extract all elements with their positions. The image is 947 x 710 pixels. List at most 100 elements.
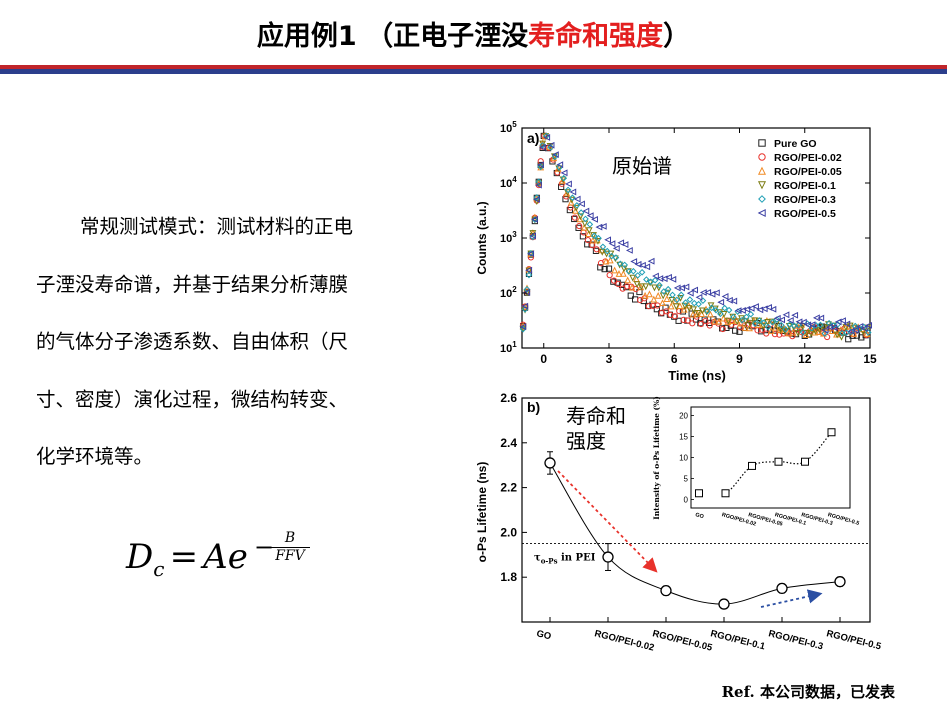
data-point (585, 227, 593, 235)
data-point (605, 265, 613, 272)
data-point (698, 310, 706, 317)
data-point (691, 286, 699, 294)
inset-y-tick-label: 15 (679, 432, 688, 441)
inset-y-tick-label: 5 (684, 475, 689, 484)
x-tick-label: 12 (798, 352, 812, 366)
data-point (697, 320, 705, 328)
reference-note: Ref. 本公司数据，已发表 (722, 681, 895, 702)
data-point (590, 232, 598, 240)
data-point (717, 310, 724, 318)
data-point (686, 296, 694, 303)
data-point (633, 281, 641, 289)
data-point (771, 331, 779, 338)
data-point (602, 257, 610, 265)
data-point (672, 303, 680, 311)
data-point (853, 332, 861, 339)
x-tick-label: GO (535, 628, 552, 642)
data-point (820, 324, 828, 332)
data-point (650, 302, 657, 310)
data-point (556, 161, 564, 169)
formula-fraction: B FFV (270, 530, 310, 565)
formula-frac-num: B (270, 530, 310, 548)
data-point (589, 236, 597, 244)
legend-label: RGO/PEI-0.1 (774, 180, 836, 192)
data-point (686, 289, 694, 297)
inset-data-point (721, 489, 730, 498)
data-point (619, 269, 627, 277)
data-point (660, 288, 668, 295)
inset-y-tick-label: 20 (679, 411, 688, 420)
y-tick-label: 1.8 (500, 570, 517, 584)
data-point (671, 313, 679, 320)
data-point (617, 239, 625, 247)
x-tick-label: 3 (606, 352, 613, 366)
inset-data-point (827, 428, 836, 437)
data-point (797, 328, 805, 335)
data-point (603, 247, 611, 255)
data-point (572, 206, 579, 214)
data-point (834, 318, 842, 326)
legend-marker (757, 208, 766, 218)
data-point (794, 329, 802, 337)
y-tick-label: 2.0 (500, 525, 517, 539)
data-point (638, 268, 646, 276)
data-point (560, 169, 568, 177)
annotation: 原始谱 (612, 154, 672, 178)
data-point (533, 194, 541, 201)
legend-label: RGO/PEI-0.3 (774, 194, 836, 206)
data-point (737, 324, 744, 331)
data-point (806, 325, 814, 333)
body-line: 的气体分子渗透系数、自由体积（尺 (36, 330, 349, 353)
data-point (698, 307, 706, 315)
data-point (786, 316, 794, 324)
data-point (643, 263, 651, 271)
data-point (782, 326, 789, 333)
data-point (647, 278, 655, 286)
data-point (708, 304, 715, 312)
data-point (751, 320, 759, 327)
data-point (525, 271, 533, 279)
reference-text: 本公司数据，已发表 (759, 683, 895, 701)
data-point (736, 328, 743, 335)
data-point (560, 174, 568, 182)
data-point (746, 319, 754, 327)
data-point (786, 321, 794, 328)
data-series (519, 132, 870, 341)
data-point (785, 329, 793, 337)
data-point (765, 303, 772, 311)
data-point (558, 180, 565, 187)
data-point (536, 161, 544, 169)
data-point (586, 212, 594, 220)
data-point (597, 264, 604, 271)
data-point (699, 297, 707, 304)
y-axis-label: Counts (a.u.) (475, 201, 489, 274)
data-point (554, 164, 562, 172)
data-point (641, 291, 649, 299)
x-tick-label: RGO/PEI-0.5 (825, 628, 883, 652)
data-point (625, 268, 633, 275)
data-point (630, 258, 638, 265)
data-point (845, 336, 852, 343)
data-point (856, 322, 864, 330)
data-point (628, 283, 636, 291)
data-series (519, 133, 872, 341)
data-point (604, 236, 612, 244)
inset-data-point (801, 457, 809, 466)
data-point (799, 328, 807, 336)
data-point (695, 300, 702, 308)
data-point (660, 275, 668, 283)
data-point (730, 297, 738, 305)
data-point (719, 325, 726, 333)
data-point (544, 457, 556, 469)
data-point (656, 281, 663, 289)
data-point (537, 163, 545, 171)
data-point (778, 316, 786, 324)
data-point (795, 321, 802, 329)
data-point (660, 584, 672, 597)
data-point (580, 223, 588, 231)
data-point (617, 260, 624, 268)
data-point (595, 234, 602, 242)
data-point (843, 320, 851, 328)
header-rule-red (0, 65, 947, 69)
data-point (637, 283, 645, 291)
